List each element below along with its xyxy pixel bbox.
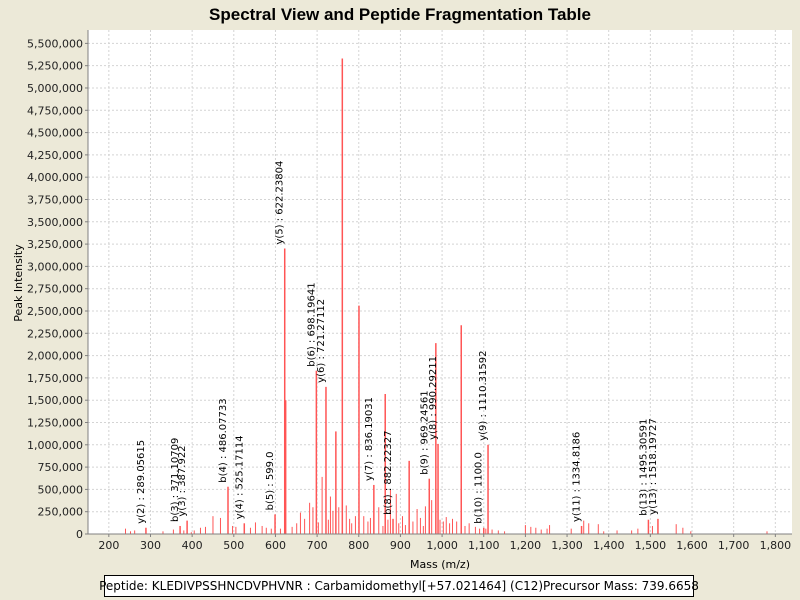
x-axis-label: Mass (m/z) xyxy=(410,558,470,571)
chart-title: Spectral View and Peptide Fragmentation … xyxy=(209,5,591,24)
plot-area xyxy=(88,30,792,534)
x-tick-label: 600 xyxy=(265,539,286,552)
y-tick-label: 1,000,000 xyxy=(27,439,83,452)
peak-annotation: y(3) : 387.922 xyxy=(177,445,188,516)
x-tick-label: 900 xyxy=(390,539,411,552)
y-tick-label: 2,750,000 xyxy=(27,283,83,296)
axes xyxy=(87,30,792,535)
x-tick-label: 700 xyxy=(307,539,328,552)
y-tick-label: 0 xyxy=(76,528,83,541)
peak-annotation: y(11) : 1334.8186 xyxy=(572,432,583,522)
x-tick-label: 400 xyxy=(182,539,203,552)
x-tick-label: 800 xyxy=(348,539,369,552)
y-axis-ticks: 0 250,000 500,000 750,000 1,000,000 1,250,000… xyxy=(27,37,88,541)
y-tick-label: 4,500,000 xyxy=(27,127,83,140)
x-tick-label: 1,100 xyxy=(468,539,500,552)
peak-annotation: b(10) : 1100.0 xyxy=(474,452,485,524)
peak-annotation: y(4) : 525.17114 xyxy=(234,435,245,519)
x-tick-label: 1,600 xyxy=(676,539,708,552)
peak-annotation: y(2) : 289.05615 xyxy=(136,440,147,524)
peptide-text: Peptide: KLEDIVPSSHNCDVPHVNR : Carbamido… xyxy=(99,579,544,593)
peak-annotation: b(8) : 882.22327 xyxy=(383,431,394,515)
x-axis-ticks: 200 300 400 500 600 700 800 900 1,000 1,100 1,200 1… xyxy=(98,534,791,552)
peak-annotation: b(9) : 969.24561 xyxy=(419,390,430,474)
y-tick-label: 1,250,000 xyxy=(27,416,83,429)
y-tick-label: 5,000,000 xyxy=(27,82,83,95)
y-tick-label: 5,250,000 xyxy=(27,60,83,73)
x-tick-label: 1,800 xyxy=(760,539,792,552)
peak-annotation: y(13) : 1518.19727 xyxy=(648,418,659,515)
y-tick-label: 3,500,000 xyxy=(27,216,83,229)
peak-annotation: b(13) : 1495.30591 xyxy=(638,419,649,516)
peak-annotation: b(6) : 698.19641 xyxy=(306,282,317,366)
peak-annotation: y(8) : 990.29211 xyxy=(428,356,439,440)
peak-annotation: y(5) : 622.23804 xyxy=(275,161,286,245)
x-tick-label: 1,500 xyxy=(635,539,667,552)
y-tick-label: 750,000 xyxy=(38,461,84,474)
peak-annotation: y(6) : 721.27112 xyxy=(316,299,327,383)
y-axis-label: Peak Intensity xyxy=(12,244,25,322)
precursor-mass-text: Precursor Mass: 739.6658 xyxy=(543,579,699,593)
peak-annotation: b(5) : 599.0 xyxy=(265,452,276,511)
y-tick-label: 2,250,000 xyxy=(27,327,83,340)
minor-peaks xyxy=(124,476,768,534)
y-tick-label: 2,000,000 xyxy=(27,350,83,363)
y-tick-label: 3,750,000 xyxy=(27,193,83,206)
y-tick-label: 500,000 xyxy=(38,483,84,496)
y-tick-label: 1,750,000 xyxy=(27,372,83,385)
x-tick-label: 300 xyxy=(140,539,161,552)
y-tick-label: 4,750,000 xyxy=(27,104,83,117)
peak-annotation: y(7) : 836.19031 xyxy=(364,397,375,481)
y-tick-label: 4,250,000 xyxy=(27,149,83,162)
x-tick-label: 1,200 xyxy=(510,539,542,552)
y-tick-label: 5,500,000 xyxy=(27,37,83,50)
peak-annotation: y(9) : 1110.31592 xyxy=(478,351,489,441)
y-tick-label: 1,500,000 xyxy=(27,394,83,407)
y-tick-label: 3,250,000 xyxy=(27,238,83,251)
x-tick-label: 1,000 xyxy=(426,539,458,552)
major-peaks xyxy=(145,58,659,534)
peptide-info-box: Peptide: KLEDIVPSSHNCDVPHVNR : Carbamido… xyxy=(99,575,699,597)
y-tick-label: 4,000,000 xyxy=(27,171,83,184)
x-tick-label: 500 xyxy=(223,539,244,552)
x-tick-label: 1,300 xyxy=(551,539,583,552)
x-tick-label: 200 xyxy=(98,539,119,552)
peak-annotation: b(3) : 371.10709 xyxy=(170,438,181,522)
y-tick-label: 250,000 xyxy=(38,506,84,519)
x-tick-label: 1,700 xyxy=(718,539,750,552)
peak-annotation: b(4) : 486.07733 xyxy=(218,398,229,482)
y-tick-label: 2,500,000 xyxy=(27,305,83,318)
y-tick-label: 3,000,000 xyxy=(27,260,83,273)
x-tick-label: 1,400 xyxy=(593,539,625,552)
